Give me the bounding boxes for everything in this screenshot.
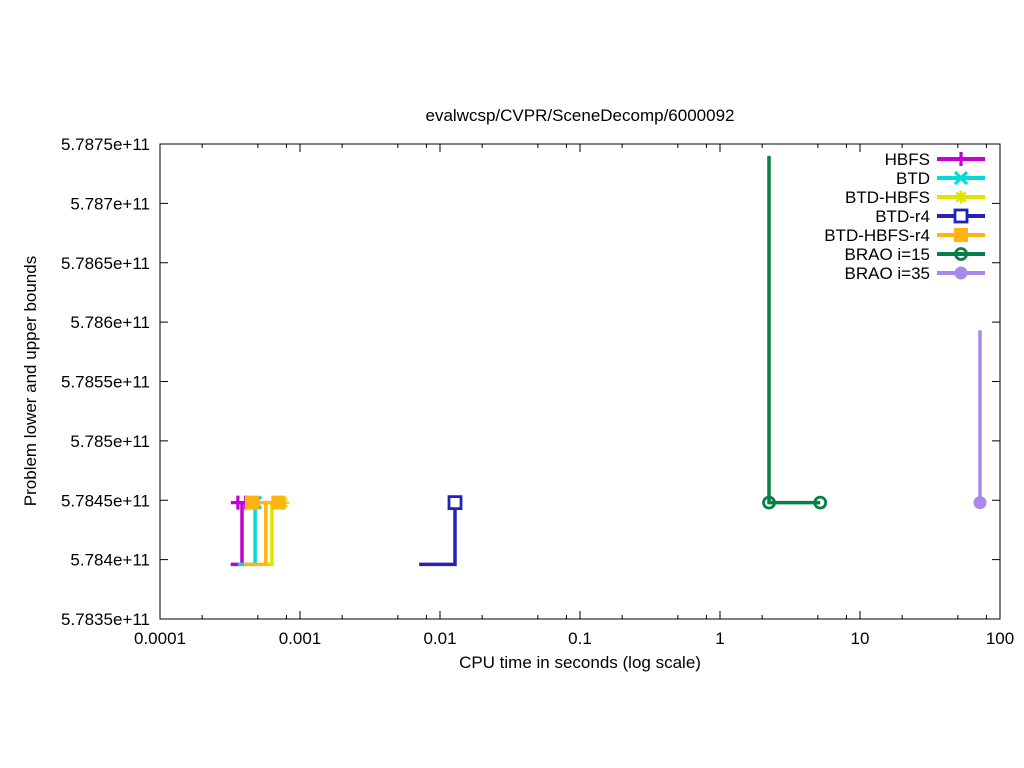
series-marker-BRAO i=15 xyxy=(762,495,776,510)
x-tick-label: 1 xyxy=(715,629,724,648)
legend-item-BRAO i=15: BRAO i=15 xyxy=(844,245,985,264)
series-BTD-HBFS-r4 xyxy=(244,495,286,567)
series-BRAO i=15 xyxy=(762,155,828,510)
legend-label: BRAO i=35 xyxy=(844,264,930,283)
series-BRAO i=35 xyxy=(973,330,987,510)
legend-label: HBFS xyxy=(885,150,930,169)
y-tick-label: 5.7835e+11 xyxy=(61,610,150,629)
legend-label: BTD-HBFS-r4 xyxy=(824,226,930,245)
plot-frame xyxy=(159,143,1001,620)
x-tick-label: 10 xyxy=(851,629,870,648)
series-marker-BRAO i=35 xyxy=(973,496,987,510)
y-tick-label: 5.786e+11 xyxy=(70,313,150,332)
series-marker-BTD-r4 xyxy=(447,495,463,511)
legend-item-BTD: BTD xyxy=(896,169,985,188)
axes-layer: 0.0001 0.001 0.01 0.1 1 10 100 5.7835e+11 5.784e… xyxy=(61,135,1014,648)
x-tick-label: 0.1 xyxy=(568,629,592,648)
x-tick-label: 100 xyxy=(986,629,1014,648)
legend-marker-open-square-icon xyxy=(953,208,969,224)
x-tick-label: 0.01 xyxy=(423,629,456,648)
series-BTD-r4 xyxy=(419,495,463,567)
legend-item-HBFS: HBFS xyxy=(885,150,985,169)
legend-label: BTD xyxy=(896,169,930,188)
x-tick-label: 0.001 xyxy=(279,629,322,648)
legend-item-BTD-HBFS-r4: BTD-HBFS-r4 xyxy=(824,226,985,245)
y-tick-label: 5.7845e+11 xyxy=(61,491,150,510)
legend-marker-plus-icon xyxy=(954,152,968,166)
y-tick-label: 5.784e+11 xyxy=(70,551,150,570)
y-axis-label: Problem lower and upper bounds xyxy=(21,256,40,506)
legend-item-BTD-r4: BTD-r4 xyxy=(875,207,985,226)
y-tick-label: 5.785e+11 xyxy=(70,432,150,451)
y-tick-label: 5.787e+11 xyxy=(70,194,150,213)
legend-label: BTD-r4 xyxy=(875,207,930,226)
series-line-HBFS xyxy=(230,502,244,567)
series-line-BTD-r4 xyxy=(419,502,457,567)
x-axis-label: CPU time in seconds (log scale) xyxy=(459,653,701,672)
series-line-BTD-HBFS-r4 xyxy=(244,502,268,567)
legend-marker-filled-square-icon xyxy=(954,228,968,242)
legend-label: BTD-HBFS xyxy=(845,188,930,207)
legend-marker-cross-icon xyxy=(953,170,969,186)
x-tick-label: 0.0001 xyxy=(134,629,186,648)
series-line-BRAO i=15 xyxy=(767,155,821,505)
legend-marker-asterisk-icon xyxy=(954,190,968,204)
y-tick-label: 5.7875e+11 xyxy=(61,135,150,154)
series-layer xyxy=(230,155,987,567)
legend-item-BTD-HBFS: BTD-HBFS xyxy=(845,188,985,207)
legend-item-BRAO i=35: BRAO i=35 xyxy=(844,264,985,283)
series-marker-BRAO i=15 xyxy=(813,495,828,510)
legend-marker-filled-circle-icon xyxy=(954,266,968,280)
legend-label: BRAO i=15 xyxy=(844,245,930,264)
legend-marker-open-circle-icon xyxy=(954,247,968,261)
y-tick-label: 5.7865e+11 xyxy=(61,254,150,273)
y-tick-label: 5.7855e+11 xyxy=(61,373,150,392)
series-marker-BTD-HBFS-r4 xyxy=(271,495,286,510)
chart-title: evalwcsp/CVPR/SceneDecomp/6000092 xyxy=(425,106,734,125)
series-marker-BTD-HBFS-r4 xyxy=(244,495,259,510)
